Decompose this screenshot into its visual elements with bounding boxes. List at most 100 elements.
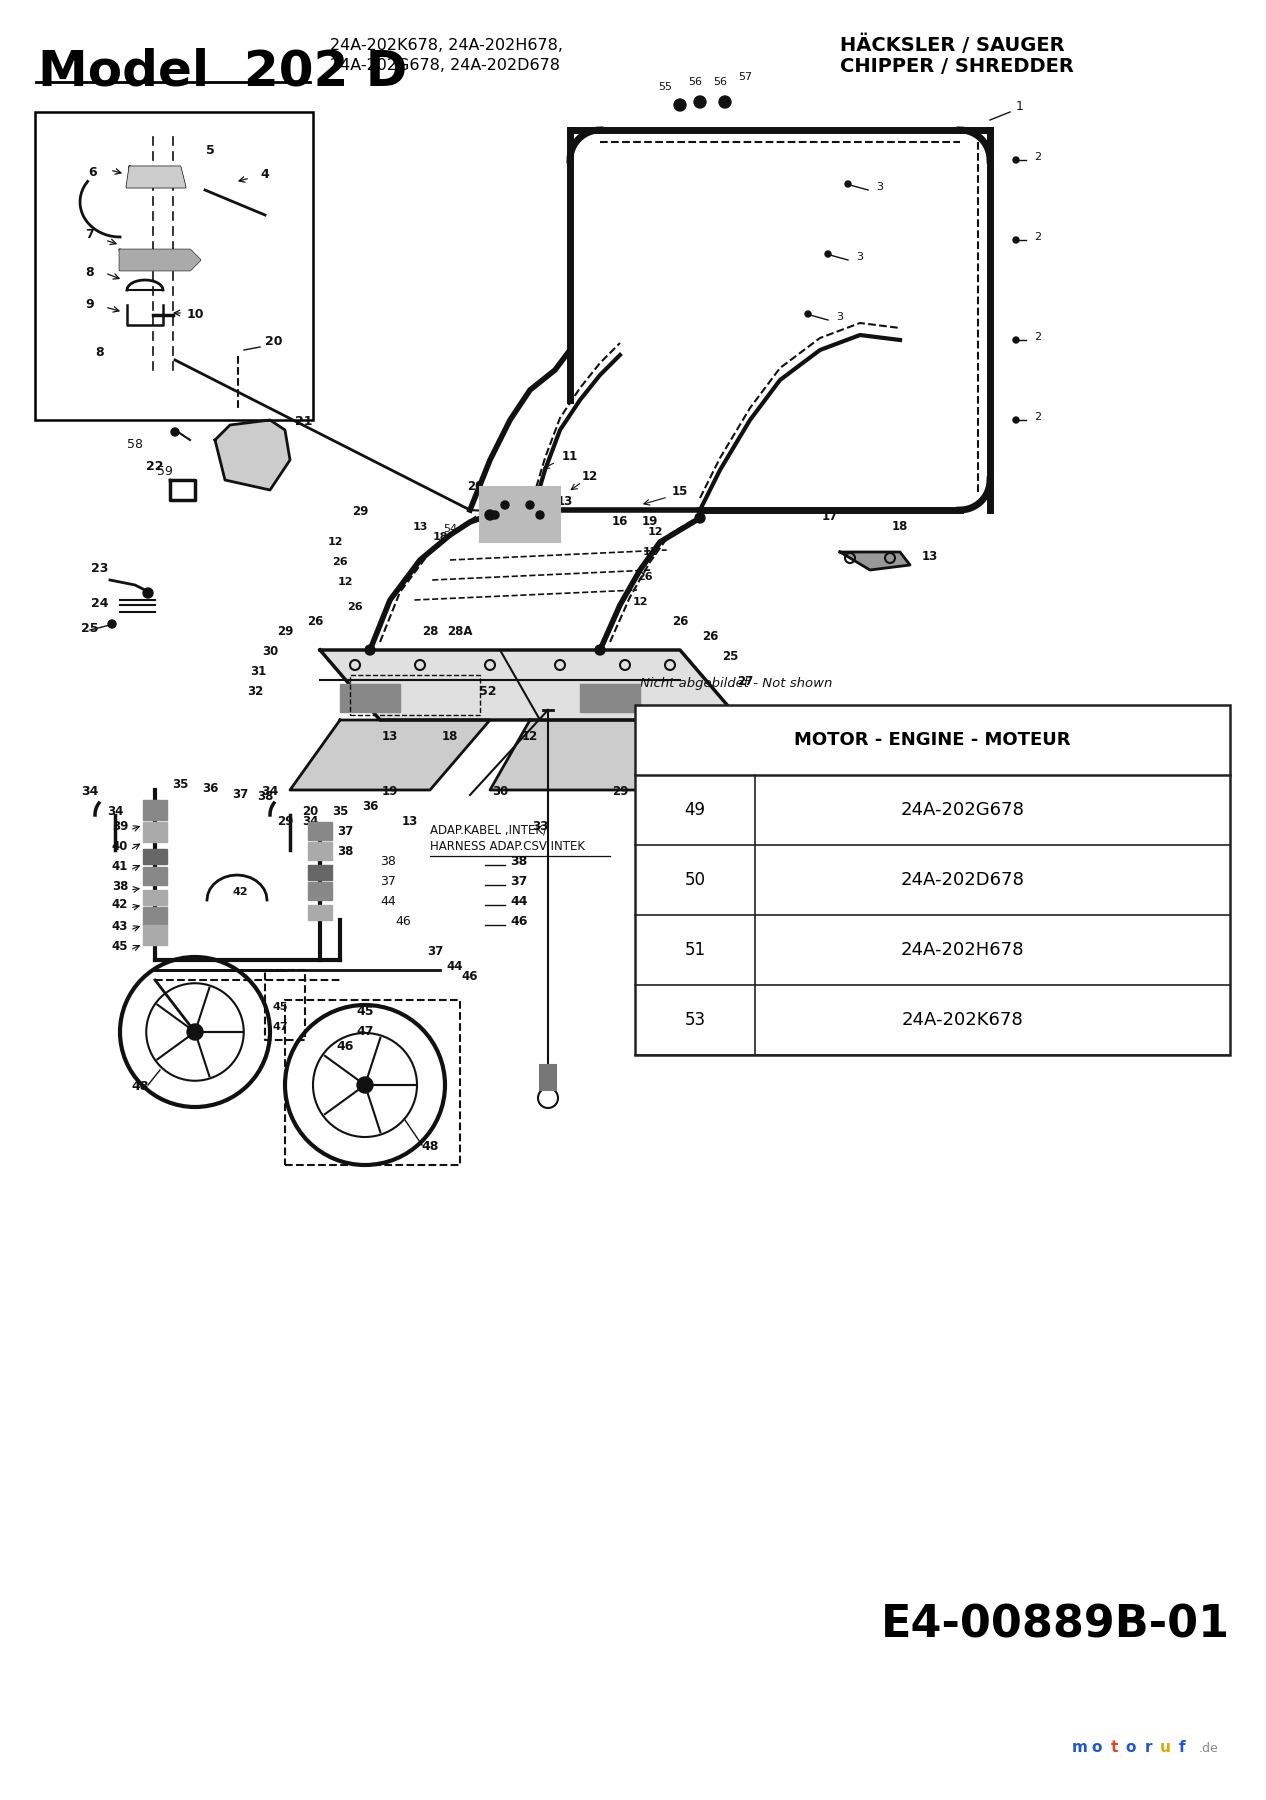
Polygon shape [127, 167, 185, 187]
Text: 50: 50 [685, 871, 705, 889]
Text: 19: 19 [382, 785, 399, 797]
Text: 23: 23 [91, 562, 109, 574]
Text: 8: 8 [86, 265, 94, 279]
Text: HARNESS ADAP.CSV INTEK: HARNESS ADAP.CSV INTEK [430, 841, 585, 853]
Circle shape [825, 250, 830, 257]
Text: 14: 14 [537, 515, 553, 527]
Text: 8: 8 [96, 346, 104, 358]
Text: 35: 35 [172, 778, 189, 790]
Text: 53: 53 [685, 1012, 705, 1030]
Text: 26: 26 [332, 556, 348, 567]
Bar [308, 905, 332, 920]
Text: 42: 42 [232, 887, 248, 896]
Text: 13: 13 [523, 522, 538, 533]
Text: 25: 25 [81, 623, 99, 635]
Text: 45: 45 [111, 940, 128, 952]
Text: 36: 36 [362, 799, 379, 814]
Text: 19: 19 [642, 515, 658, 527]
Text: 12: 12 [582, 470, 598, 482]
Bar [143, 799, 167, 821]
Text: 18: 18 [432, 533, 448, 542]
Text: 37: 37 [337, 824, 353, 839]
Text: o: o [1125, 1741, 1136, 1755]
Circle shape [674, 99, 686, 112]
Bar [143, 925, 167, 945]
Text: 34: 34 [261, 785, 279, 797]
Text: 2: 2 [1034, 151, 1042, 162]
Text: 44: 44 [510, 895, 528, 907]
Polygon shape [215, 419, 290, 490]
Text: 30: 30 [262, 644, 279, 659]
Text: 45: 45 [272, 1003, 287, 1012]
Text: 12: 12 [337, 578, 353, 587]
Text: 46: 46 [395, 914, 410, 929]
Text: 32: 32 [652, 799, 668, 814]
Text: 32: 32 [247, 686, 263, 698]
Text: 3: 3 [857, 252, 863, 263]
Circle shape [171, 428, 179, 436]
Text: 29: 29 [352, 506, 368, 518]
Text: 1: 1 [1017, 101, 1024, 113]
Text: 37: 37 [427, 945, 443, 958]
Text: o: o [1091, 1741, 1103, 1755]
Text: 24: 24 [91, 598, 109, 610]
Bar [143, 868, 167, 886]
Circle shape [1013, 337, 1019, 344]
Text: 10: 10 [186, 308, 204, 322]
Text: HÄCKSLER / SAUGER: HÄCKSLER / SAUGER [841, 34, 1065, 56]
Text: 11: 11 [562, 450, 579, 463]
Polygon shape [120, 250, 200, 270]
Text: 41: 41 [111, 860, 128, 873]
Bar [541, 1066, 556, 1091]
Text: 20: 20 [467, 481, 484, 493]
Text: 12: 12 [632, 598, 648, 607]
Bar [349, 675, 480, 715]
Text: f: f [1179, 1741, 1185, 1755]
Text: 26: 26 [347, 601, 363, 612]
Text: 34: 34 [81, 785, 99, 797]
Text: 2: 2 [1034, 331, 1042, 342]
Text: 51: 51 [685, 941, 705, 959]
Text: 26: 26 [701, 630, 718, 643]
Circle shape [525, 500, 534, 509]
Text: 37: 37 [232, 788, 248, 801]
Text: 17: 17 [822, 509, 838, 524]
Bar [636, 706, 1231, 1055]
Text: 29: 29 [277, 815, 294, 828]
Text: 12: 12 [522, 731, 538, 743]
Text: 46: 46 [337, 1040, 353, 1053]
Text: 24A-202K678, 24A-202H678,: 24A-202K678, 24A-202H678, [330, 38, 563, 52]
Text: 38: 38 [257, 790, 273, 803]
Text: 56: 56 [713, 77, 727, 86]
Circle shape [1013, 238, 1019, 243]
Text: 44: 44 [380, 895, 396, 907]
Text: 26: 26 [637, 572, 653, 581]
Text: 34: 34 [301, 815, 318, 828]
Bar [308, 842, 332, 860]
Text: 38: 38 [337, 844, 353, 859]
Circle shape [805, 311, 812, 317]
Bar [580, 684, 641, 713]
Text: 52: 52 [480, 686, 496, 698]
Circle shape [1013, 157, 1019, 164]
Text: 43: 43 [111, 920, 128, 932]
Circle shape [694, 95, 706, 108]
Text: 15: 15 [672, 484, 689, 499]
Text: 3: 3 [837, 311, 843, 322]
Circle shape [536, 511, 544, 518]
Text: 26: 26 [672, 616, 689, 628]
Text: 58: 58 [127, 437, 143, 452]
Text: 13: 13 [922, 551, 938, 563]
Bar [308, 882, 332, 900]
Text: 48: 48 [132, 1080, 148, 1093]
Text: 29: 29 [611, 785, 628, 797]
Text: 20: 20 [265, 335, 282, 347]
Text: 42: 42 [111, 898, 128, 911]
Bar [480, 488, 560, 542]
Bar [143, 823, 167, 842]
Text: 29: 29 [277, 625, 294, 637]
Circle shape [254, 211, 275, 230]
Text: 20: 20 [301, 805, 318, 817]
Polygon shape [320, 650, 741, 720]
Circle shape [595, 644, 605, 655]
